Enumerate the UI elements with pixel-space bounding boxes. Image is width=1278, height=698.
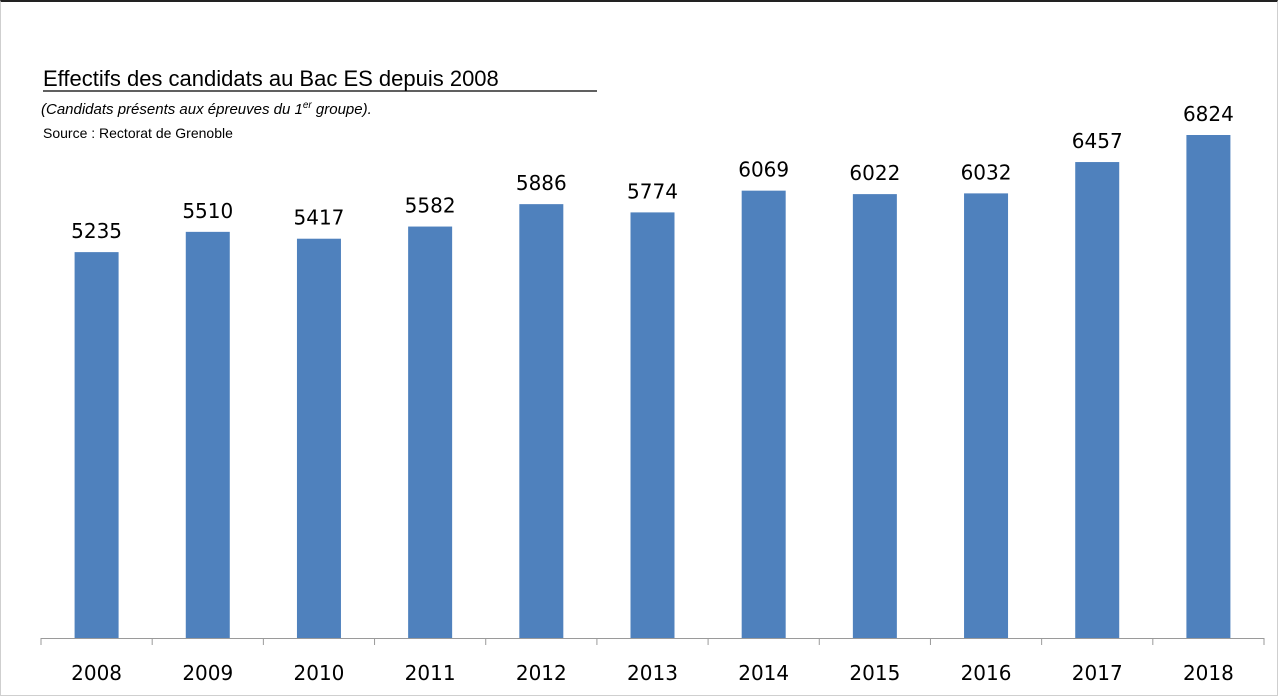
x-tick-label-2013: 2013 [627,661,678,685]
x-tick-label-2016: 2016 [961,661,1012,685]
x-tick-label-2011: 2011 [405,661,456,685]
data-label-2015: 6022 [849,161,900,185]
data-label-2010: 5417 [294,206,345,230]
bar-2012 [519,204,564,638]
bar-2016 [964,193,1009,638]
bar-group [74,135,1231,639]
data-label-2014: 6069 [738,158,789,182]
data-label-2011: 5582 [405,194,456,218]
bar-2017 [1075,162,1120,638]
bar-2011 [408,226,453,639]
data-label-2017: 6457 [1072,129,1123,153]
x-tick-label-2018: 2018 [1183,661,1234,685]
chart-subtitle: (Candidats présents aux épreuves du 1er … [41,100,372,118]
x-tick-label-2012: 2012 [516,661,567,685]
x-tick-label-2009: 2009 [182,661,233,685]
bar-2015 [852,194,897,638]
chart-source: Source : Rectorat de Grenoble [43,125,233,141]
bar-2010 [296,238,341,639]
x-tick-label-2008: 2008 [71,661,122,685]
bar-2014 [741,190,786,639]
bar-2013 [630,212,675,639]
x-tick-label-2014: 2014 [738,661,789,685]
data-label-2012: 5886 [516,171,567,195]
data-label-group: 5235 5510 5417 5582 5886 5774 6069 6022 6032 6457… [71,102,1234,243]
x-axis-ticks [40,638,1265,645]
data-label-2009: 5510 [182,199,233,223]
chart-subtitle-superscript: er [303,100,313,111]
bar-2018 [1186,135,1231,638]
chart-subtitle-main: (Candidats présents aux épreuves du 1 [41,101,303,118]
x-axis-tick-labels: 2008 2009 2010 2011 2012 2013 2014 2015 2016 2017… [71,661,1234,685]
data-label-2008: 5235 [71,219,122,243]
x-tick-label-2015: 2015 [849,661,900,685]
bar-2008 [74,252,119,638]
data-label-2018: 6824 [1183,102,1234,126]
chart-subtitle-end: groupe). [312,101,372,118]
chart-title: Effectifs des candidats au Bac ES depuis… [43,66,499,91]
bar-2009 [185,231,230,638]
data-label-2013: 5774 [627,179,678,203]
x-tick-label-2017: 2017 [1072,661,1123,685]
x-tick-label-2010: 2010 [294,661,345,685]
data-label-2016: 6032 [961,160,1012,184]
